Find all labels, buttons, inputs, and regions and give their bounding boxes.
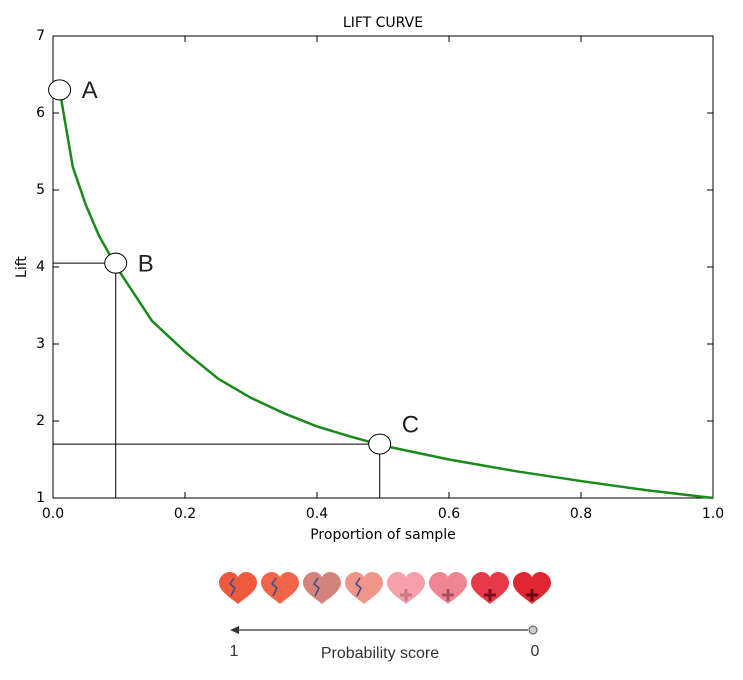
x-tick-label: 0.6 (438, 506, 460, 522)
y-tick-label: 3 (36, 336, 45, 352)
probability-arrow (230, 625, 538, 635)
x-tick-label: 0.2 (174, 506, 196, 522)
x-tick-label: 0.8 (570, 506, 592, 522)
y-tick-label: 1 (36, 490, 45, 506)
y-tick-label: 2 (36, 413, 45, 429)
annotation-point (48, 79, 72, 101)
scale-right: 0 (531, 643, 540, 660)
x-tick-label: 1.0 (702, 506, 724, 522)
y-axis-label: Lift (14, 256, 30, 278)
chart-title: LIFT CURVE (343, 15, 423, 31)
x-axis-label: Proportion of sample (310, 527, 456, 543)
annotation-point (104, 252, 128, 274)
x-tick-label: 0.0 (42, 506, 64, 522)
y-tick-label: 4 (36, 259, 45, 275)
x-tick-label: 0.4 (306, 506, 328, 522)
y-tick-label: 7 (36, 28, 45, 44)
annotation-point (368, 433, 392, 455)
scale-left: 1 (230, 643, 239, 660)
annotation-label: A (82, 77, 98, 104)
annotation-label: B (138, 250, 154, 277)
y-tick-label: 5 (36, 182, 45, 198)
y-tick-label: 6 (36, 105, 45, 121)
lift-line (58, 89, 714, 500)
annotation-label: C (402, 411, 419, 438)
probability-icons (219, 572, 551, 604)
scale-label: Probability score (321, 645, 439, 662)
